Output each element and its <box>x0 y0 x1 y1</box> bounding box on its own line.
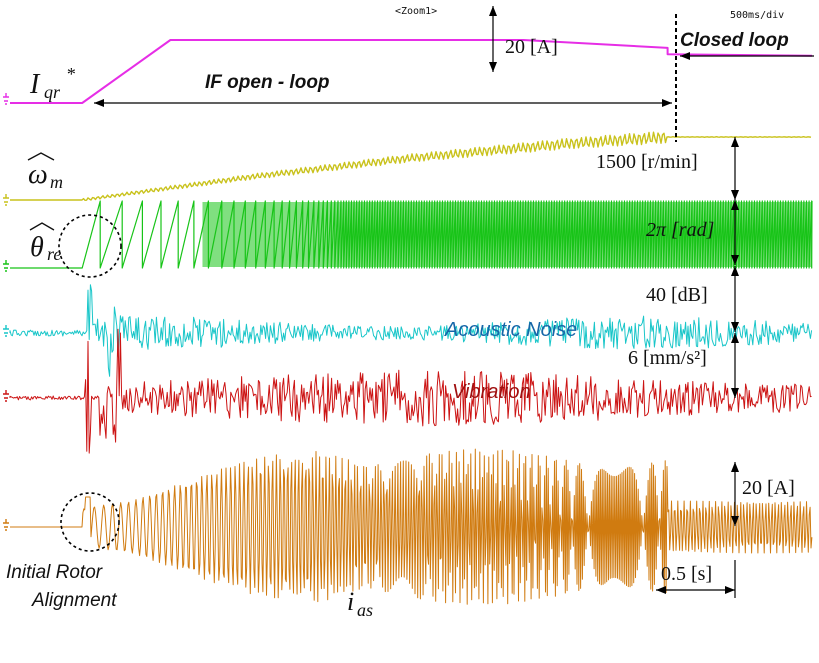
noise-trace <box>9 284 813 377</box>
vibration-trace <box>9 328 812 454</box>
svg-text:re: re <box>47 244 61 264</box>
omega-ground-marker <box>3 194 9 206</box>
theta-ground-marker <box>3 260 9 272</box>
vibration-label: Vibration <box>452 381 531 403</box>
iqr-trace <box>10 39 813 104</box>
open-loop-arrow <box>94 99 672 107</box>
svg-text:qr: qr <box>44 82 61 102</box>
svg-text:*: * <box>66 64 75 84</box>
noise-scale-bracket <box>731 266 739 332</box>
iqr-scale-label: 20 [A] <box>505 36 558 58</box>
closed-loop-arrow <box>680 52 814 60</box>
omega-hat <box>27 152 55 161</box>
ias-ground-marker <box>3 519 9 531</box>
zoom-label: <Zoom1> <box>395 6 437 17</box>
ias-label: i as <box>347 587 373 620</box>
omega-trace <box>10 131 812 201</box>
theta-label: θ re <box>29 222 61 264</box>
alignment-circle <box>60 492 120 552</box>
ias-scale-bracket <box>731 462 739 526</box>
svg-text:I: I <box>29 69 41 100</box>
theta-trace <box>10 200 813 269</box>
timebase-label: 500ms/div <box>730 10 784 21</box>
theta-start-circle <box>58 214 122 278</box>
initial-rotor-label-2: Alignment <box>31 590 117 611</box>
svg-text:as: as <box>357 600 373 620</box>
vibration-scale-label: 6 [mm/s²] <box>628 347 707 369</box>
ias-scale-label: 20 [A] <box>742 477 795 499</box>
omega-label: ω m <box>27 152 63 192</box>
angle-scale-bracket <box>731 200 739 265</box>
svg-text:i: i <box>347 587 354 616</box>
vibration-scale-bracket <box>731 333 739 398</box>
iqr-scale-bracket <box>489 6 497 72</box>
ground-markers <box>3 93 9 531</box>
speed-scale-bracket <box>731 137 739 200</box>
svg-text:θ: θ <box>30 232 44 263</box>
vibration-ground-marker <box>3 390 9 402</box>
svg-text:m: m <box>50 172 63 192</box>
theta-hat <box>29 222 55 231</box>
time-scale-label: 0.5 [s] <box>661 563 712 585</box>
acoustic-noise-label: Acoustic Noise <box>444 319 577 341</box>
trace-group <box>9 39 813 605</box>
speed-scale-label: 1500 [r/min] <box>596 151 698 173</box>
angle-scale-label: 2π [rad] <box>646 219 714 241</box>
iqr-ground-marker <box>3 93 9 105</box>
time-scale-bracket <box>656 560 736 598</box>
initial-rotor-label-1: Initial Rotor <box>6 562 103 583</box>
if-open-loop-label: IF open - loop <box>205 72 330 93</box>
svg-text:ω: ω <box>28 159 48 190</box>
noise-ground-marker <box>3 325 9 337</box>
iqr-ref-label: I qr * <box>29 64 75 102</box>
noise-scale-label: 40 [dB] <box>646 284 708 306</box>
ias-trace <box>10 448 813 605</box>
closed-loop-label: Closed loop <box>680 30 789 51</box>
